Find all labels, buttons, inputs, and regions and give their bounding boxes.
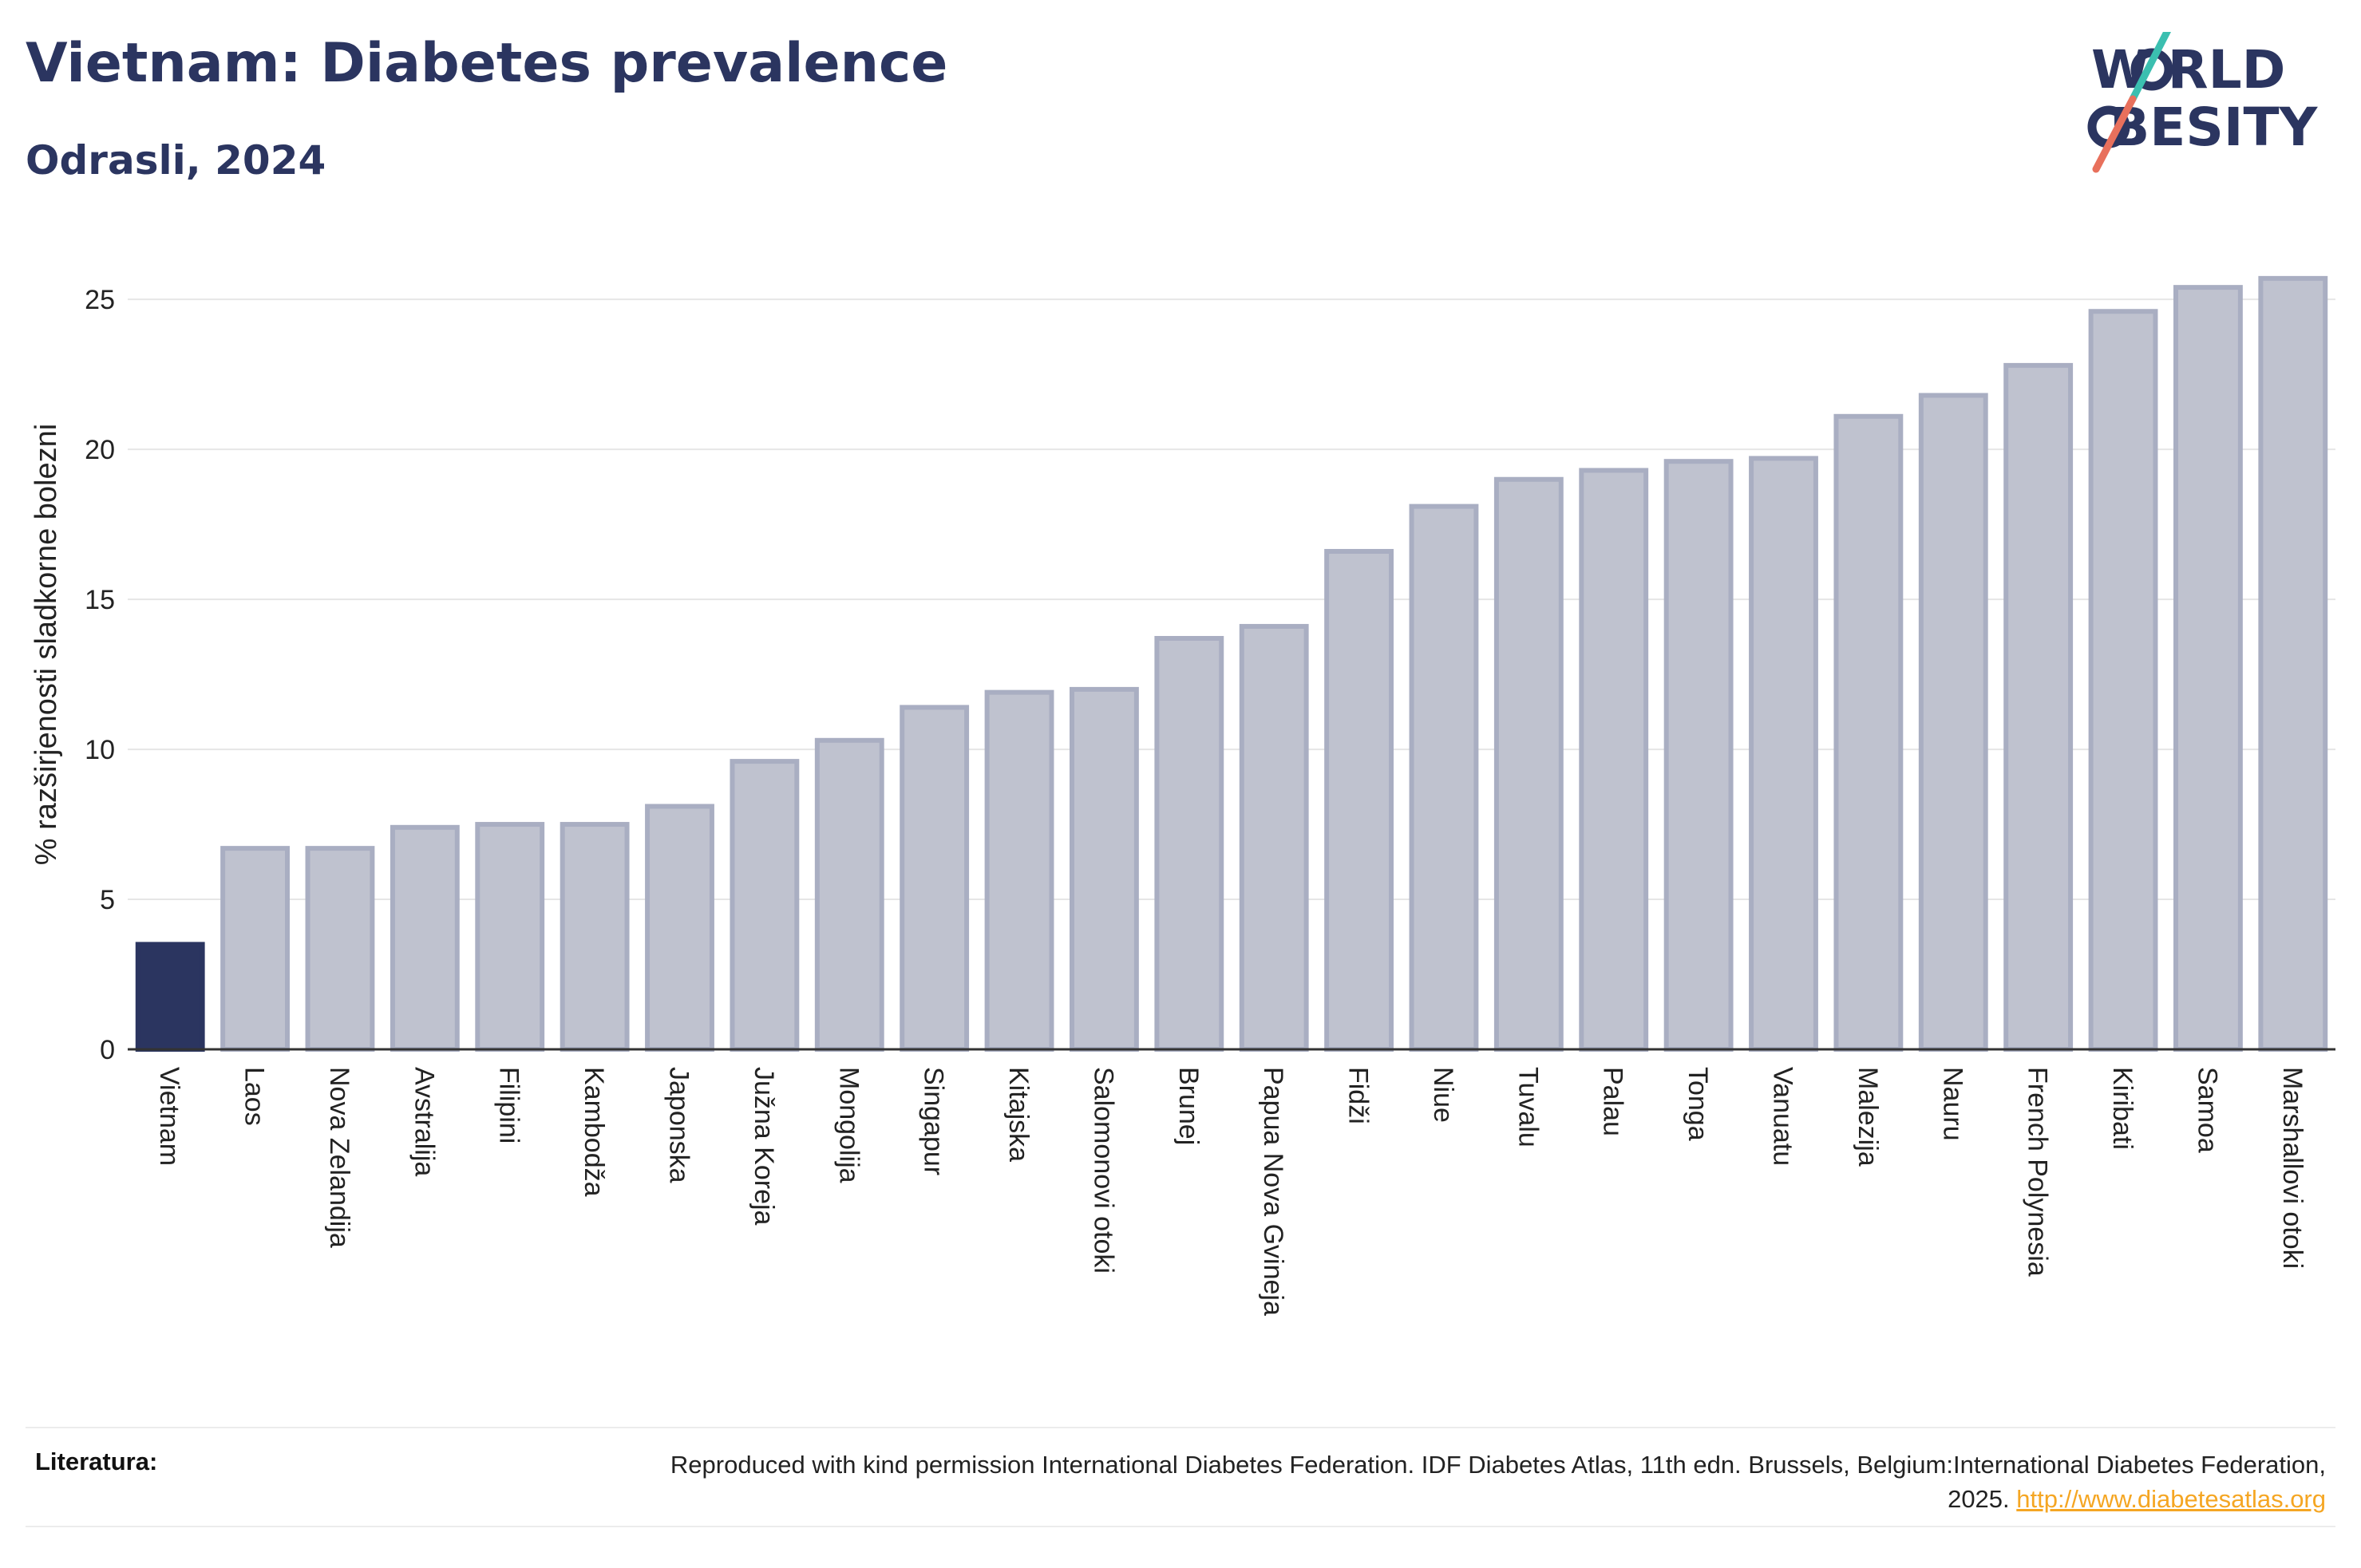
bar — [2003, 362, 2074, 1052]
x-category-label: Marshallovi otoki — [2277, 1067, 2308, 1269]
x-category-label: Singapur — [919, 1067, 949, 1175]
bar — [730, 759, 800, 1052]
bar — [2173, 285, 2243, 1053]
bar — [305, 846, 375, 1053]
footer-divider-top — [26, 1427, 2335, 1428]
bar — [1918, 393, 1988, 1052]
chart-subtitle: Odrasli, 2024 — [26, 137, 326, 184]
logo-o-ring — [2130, 48, 2173, 91]
logo-line1: W RLD — [2091, 39, 2285, 101]
x-category-label: Kiribati — [2107, 1067, 2138, 1150]
x-category-label: Brunej — [1173, 1067, 1204, 1145]
bar — [475, 822, 545, 1052]
x-category-label: Južna Koreja — [749, 1067, 779, 1226]
x-category-label: Salomonovi otoki — [1088, 1067, 1118, 1274]
footer: Literatura: Reproduced with kind permiss… — [26, 1443, 2335, 1523]
y-tick-label: 25 — [85, 285, 115, 315]
x-category-label: Fidži — [1343, 1067, 1374, 1124]
x-category-label: Samoa — [2192, 1067, 2222, 1153]
x-category-label: Palau — [1598, 1067, 1628, 1136]
bar — [645, 804, 714, 1052]
x-category-label: Malezija — [1853, 1067, 1883, 1167]
y-tick-label: 15 — [85, 585, 115, 615]
logo-line2: BESITY — [2091, 97, 2318, 158]
x-category-label: Tonga — [1683, 1067, 1713, 1141]
x-category-label: Vanuatu — [1768, 1067, 1798, 1166]
bar — [1663, 459, 1734, 1052]
x-category-label: Niue — [1428, 1067, 1458, 1123]
y-tick-label: 20 — [85, 435, 115, 465]
logo-slash-teal — [2129, 32, 2171, 103]
bar — [390, 824, 460, 1052]
x-category-label: Nauru — [1937, 1067, 1968, 1141]
bar — [220, 846, 291, 1053]
bar — [135, 942, 205, 1052]
bar — [1579, 468, 1649, 1052]
bar — [560, 822, 630, 1052]
x-category-label: Mongolija — [833, 1067, 864, 1183]
x-category-label: Kambodža — [579, 1067, 609, 1197]
bar — [1069, 686, 1139, 1053]
references-text: Reproduced with kind permission Internat… — [650, 1448, 2326, 1516]
y-tick-label: 0 — [100, 1035, 115, 1065]
y-axis-label: % razširjenosti sladkorne bolezni — [30, 424, 63, 865]
diabetes-atlas-link[interactable]: http://www.diabetesatlas.org — [2016, 1485, 2326, 1513]
bar-chart: 0 5 10 15 20 25 Vietnam Laos Nova Zelandija Avst… — [30, 275, 2335, 1316]
x-category-label: Vietnam — [154, 1067, 184, 1166]
bar — [814, 737, 884, 1053]
x-category-label: Japonska — [664, 1067, 694, 1183]
references-body: Reproduced with kind permission Internat… — [670, 1451, 2326, 1513]
x-category-label: Avstralija — [409, 1067, 439, 1176]
y-tick-label: 10 — [85, 735, 115, 765]
bar — [2088, 309, 2158, 1052]
bar — [1324, 548, 1394, 1052]
bars — [135, 275, 2328, 1053]
axes: 0 5 10 15 20 25 — [85, 285, 2335, 1065]
x-category-label: French Polynesia — [2023, 1067, 2053, 1277]
bar — [1154, 635, 1224, 1052]
bar — [984, 689, 1054, 1052]
x-category-label: Kitajska — [1003, 1067, 1034, 1162]
bar — [1493, 476, 1564, 1053]
x-category-label: Laos — [239, 1067, 270, 1126]
world-obesity-logo: W RLD BESITY — [2087, 32, 2318, 173]
references-label: Literatura: — [35, 1448, 158, 1475]
bar — [2258, 275, 2328, 1053]
x-category-label: Nova Zelandija — [324, 1067, 354, 1248]
bar — [900, 705, 970, 1052]
bar — [1749, 456, 1818, 1053]
logo-slash-coral — [2092, 95, 2137, 173]
x-category-label: Tuvalu — [1513, 1067, 1543, 1147]
chart-title: Vietnam: Diabetes prevalence — [26, 32, 948, 95]
category-labels: Vietnam Laos Nova Zelandija Avstralija Filip… — [154, 1067, 2308, 1316]
footer-divider-bottom — [26, 1526, 2335, 1527]
x-category-label: Filipini — [494, 1067, 524, 1143]
x-category-label: Papua Nova Gvineja — [1258, 1067, 1288, 1316]
bar — [1833, 413, 1904, 1052]
bar — [1409, 504, 1479, 1052]
y-tick-label: 5 — [100, 885, 115, 915]
bar — [1239, 623, 1309, 1052]
